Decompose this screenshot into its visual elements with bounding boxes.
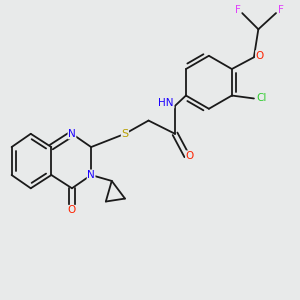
Text: N: N: [87, 170, 95, 180]
Text: HN: HN: [158, 98, 174, 108]
Text: N: N: [68, 129, 76, 139]
Text: O: O: [256, 51, 264, 61]
Text: Cl: Cl: [256, 94, 266, 103]
Text: F: F: [235, 5, 241, 15]
Text: O: O: [68, 206, 76, 215]
Text: S: S: [122, 129, 128, 139]
Text: F: F: [278, 5, 284, 15]
Text: O: O: [186, 151, 194, 161]
